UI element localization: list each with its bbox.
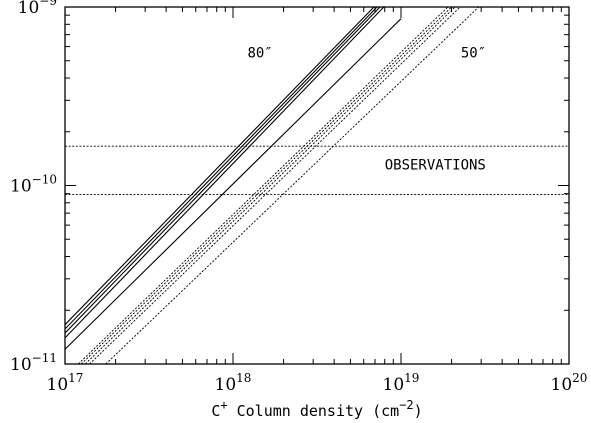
- x-tick-label: 1017: [47, 371, 84, 395]
- solid-series-line-3: [65, 7, 381, 334]
- chart-annotation-3: OBSERVATIONS: [385, 158, 486, 174]
- x-tick-labels-group: 1017 1018 1019 1020: [47, 371, 588, 395]
- plot-series-group: [65, 7, 569, 364]
- x-tick-label-base: 10: [383, 375, 405, 395]
- y-tick-label-base: 10: [18, 0, 40, 18]
- x-axis-label-suffix: ): [414, 402, 423, 420]
- x-tick-label-exponent: 19: [404, 371, 419, 385]
- chart-annotation-1: 80″: [247, 46, 272, 62]
- x-axis-label-unit-superscript: −2: [399, 398, 413, 412]
- y-tick-label-base: 10: [10, 355, 32, 375]
- solid-series-line-1: [65, 7, 375, 326]
- y-tick-label: 10−9: [18, 0, 57, 18]
- x-tick-label: 1020: [551, 371, 588, 395]
- dotted-series-line-7: [80, 7, 452, 364]
- dotted-series-line-8: [84, 7, 456, 364]
- dotted-series-line-9: [89, 7, 461, 364]
- dotted-series-line-10: [105, 7, 479, 364]
- dotted-series-line-6: [77, 7, 449, 364]
- chart-annotation-2: 50″: [461, 46, 486, 62]
- x-axis-label-prefix-superscript: +: [220, 398, 227, 412]
- y-tick-label-exponent: −9: [39, 0, 57, 8]
- x-axis-label-prefix: C: [211, 402, 220, 420]
- x-tick-label-base: 10: [215, 375, 237, 395]
- y-tick-label: 10−11: [10, 351, 57, 375]
- y-tick-label: 10−10: [10, 173, 57, 197]
- x-tick-label-exponent: 17: [68, 371, 83, 385]
- x-tick-label-base: 10: [47, 375, 69, 395]
- y-tick-label-exponent: −10: [32, 173, 57, 187]
- x-axis-label: C+ Column density (cm−2): [211, 398, 422, 420]
- y-tick-label-base: 10: [10, 177, 32, 197]
- solid-series-line-4: [65, 7, 385, 339]
- annotations-group: 80″ 50″ OBSERVATIONS: [247, 46, 486, 174]
- solid-series-line-2: [65, 7, 378, 330]
- x-tick-label-exponent: 18: [236, 371, 251, 385]
- solid-series-line-5: [65, 18, 402, 350]
- x-tick-label: 1018: [215, 371, 252, 395]
- y-tick-label-exponent: −11: [32, 351, 57, 365]
- x-tick-label-exponent: 20: [572, 371, 587, 385]
- x-tick-label: 1019: [383, 371, 420, 395]
- axis-ticks-group: [64, 6, 570, 365]
- x-axis-label-main: Column density (cm: [228, 402, 400, 420]
- x-tick-label-base: 10: [551, 375, 573, 395]
